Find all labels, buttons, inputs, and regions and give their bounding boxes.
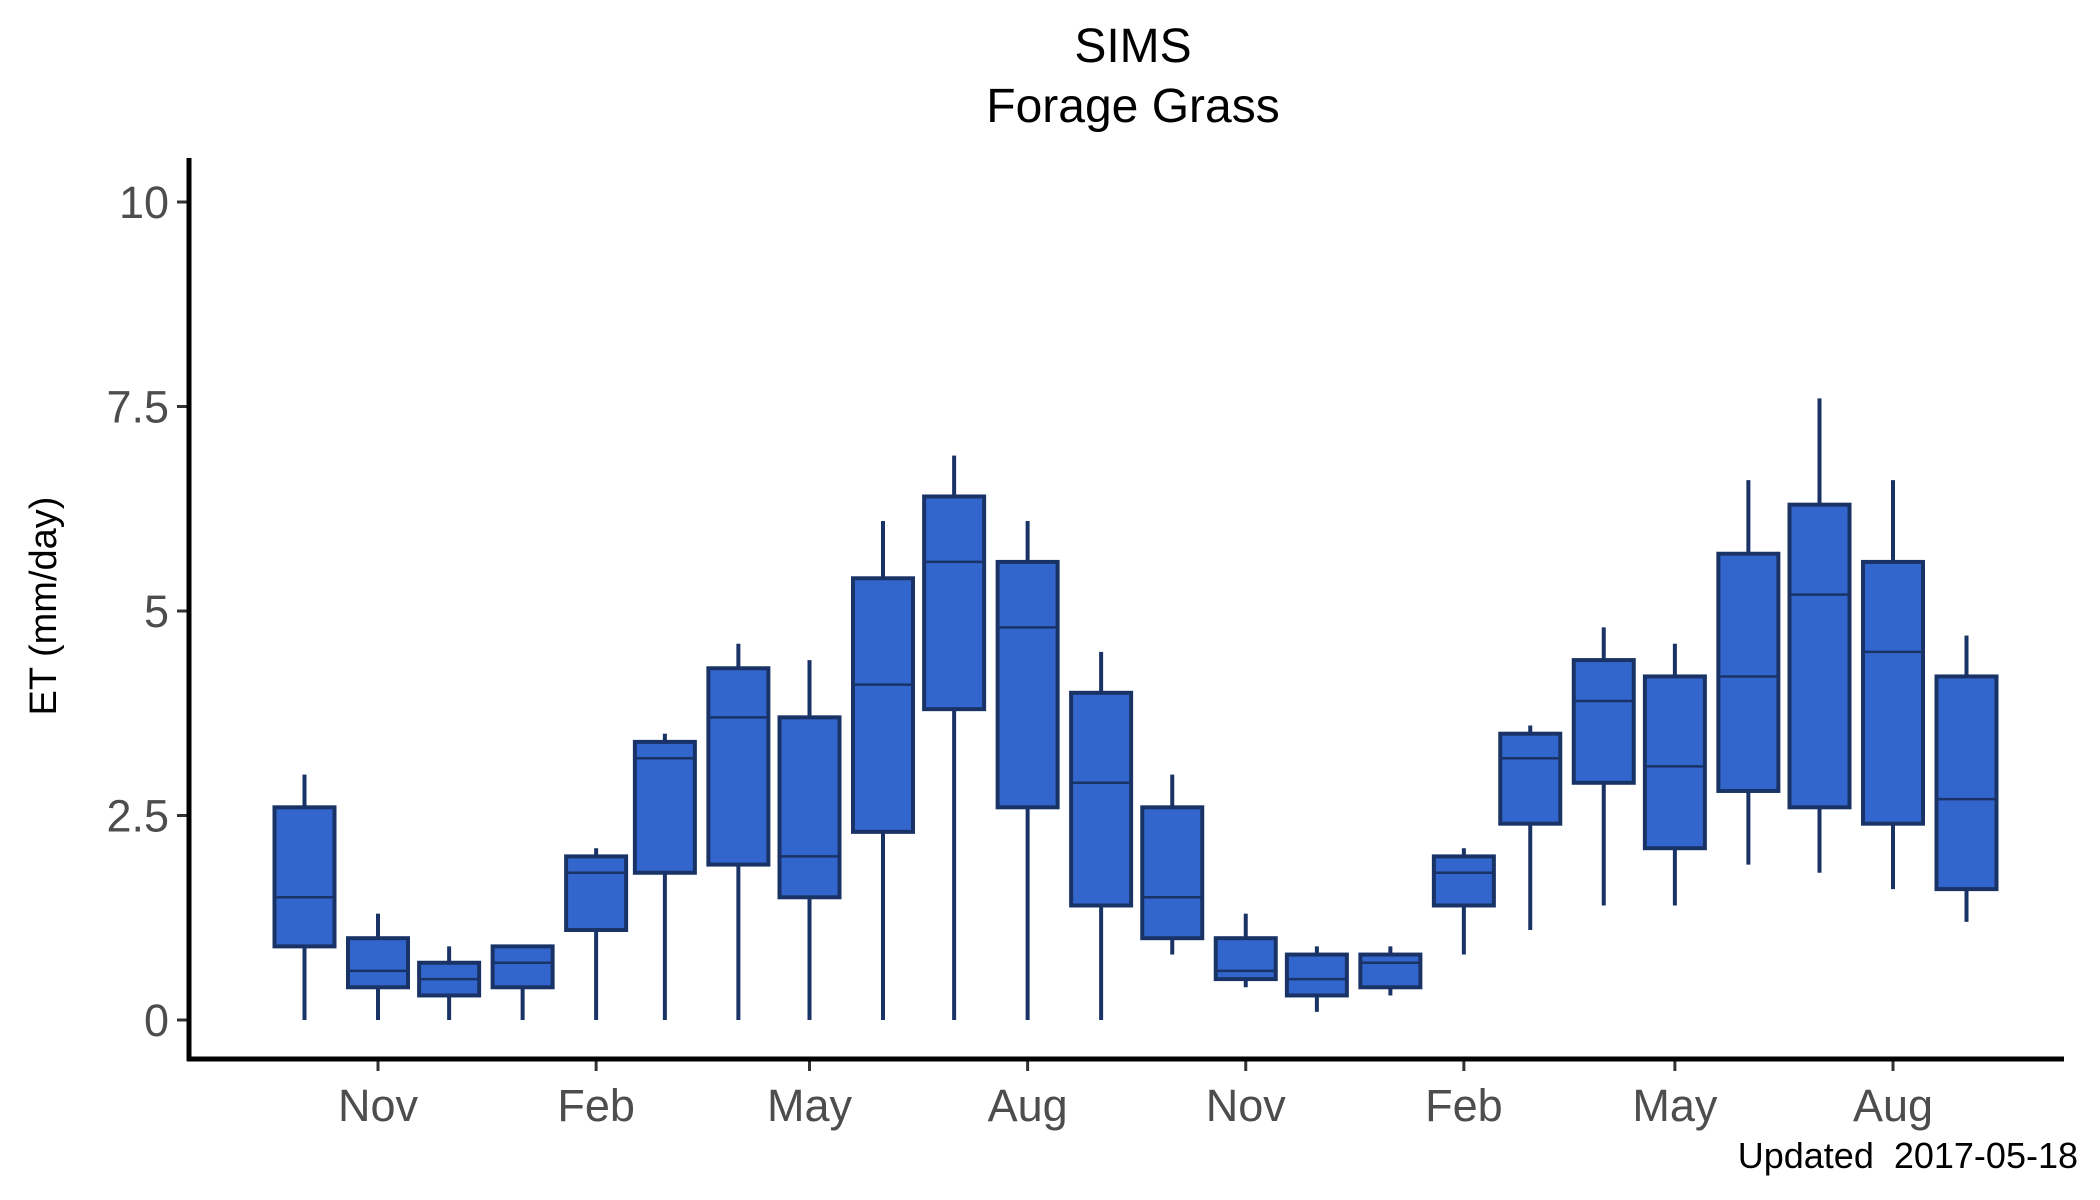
box-iqr bbox=[1716, 551, 1781, 793]
box-2017-07-01 bbox=[1787, 398, 1852, 873]
box-2016-07-01 bbox=[922, 455, 987, 1020]
box-2017-08-01 bbox=[1861, 480, 1925, 890]
box-iqr bbox=[995, 559, 1060, 810]
x-tick-label: Feb bbox=[557, 1080, 635, 1131]
box-iqr bbox=[490, 944, 555, 990]
box-iqr bbox=[1498, 731, 1563, 826]
box-iqr bbox=[851, 576, 915, 834]
box-iqr bbox=[777, 715, 842, 900]
box-iqr bbox=[564, 854, 629, 933]
box-2016-04-01 bbox=[706, 643, 771, 1020]
box-2015-12-01 bbox=[417, 946, 482, 1020]
x-tick-label: Aug bbox=[988, 1080, 1068, 1131]
box-2017-09-01 bbox=[1934, 635, 1999, 922]
box-iqr bbox=[1571, 658, 1636, 785]
box-2015-11-01 bbox=[346, 913, 410, 1020]
box-2016-11-01 bbox=[1213, 913, 1278, 988]
y-tick-label: 2.5 bbox=[106, 791, 169, 842]
box-iqr bbox=[1284, 952, 1349, 998]
x-axis-ticks: Nov Feb May Aug Nov Feb May Aug bbox=[338, 1059, 1933, 1131]
box-2017-01-01 bbox=[1358, 946, 1423, 996]
box-iqr bbox=[346, 936, 410, 990]
x-tick-label: May bbox=[1632, 1080, 1718, 1131]
box-iqr bbox=[632, 739, 697, 875]
box-2015-10-01 bbox=[272, 774, 337, 1020]
box-iqr bbox=[1140, 805, 1205, 941]
box-iqr bbox=[922, 494, 987, 712]
box-series bbox=[272, 398, 1999, 1020]
box-iqr bbox=[1934, 674, 1999, 892]
box-iqr bbox=[1358, 952, 1423, 990]
x-tick-label: May bbox=[767, 1080, 853, 1131]
x-tick-label: Nov bbox=[338, 1080, 419, 1131]
box-2016-02-01 bbox=[564, 848, 629, 1020]
box-iqr bbox=[1069, 690, 1134, 908]
box-2016-03-01 bbox=[632, 733, 697, 1020]
box-iqr bbox=[272, 805, 337, 949]
box-2016-09-01 bbox=[1069, 651, 1134, 1020]
x-tick-label: Aug bbox=[1853, 1080, 1933, 1131]
y-tick-label: 7.5 bbox=[106, 382, 169, 433]
box-2017-06-01 bbox=[1716, 480, 1781, 865]
y-tick-label: 10 bbox=[119, 177, 169, 228]
y-tick-label: 5 bbox=[144, 586, 169, 637]
box-iqr bbox=[1431, 854, 1496, 908]
updated-caption: Updated 2017-05-18 bbox=[1738, 1135, 2078, 1176]
box-2017-05-01 bbox=[1642, 643, 1707, 906]
x-tick-label: Feb bbox=[1425, 1080, 1503, 1131]
box-iqr bbox=[1642, 674, 1707, 851]
box-2017-02-01 bbox=[1431, 848, 1496, 955]
y-tick-label: 0 bbox=[144, 995, 169, 1046]
box-iqr bbox=[1861, 559, 1925, 826]
y-axis-ticks: 0 2.5 5 7.5 10 bbox=[106, 177, 189, 1046]
box-2016-10-01 bbox=[1140, 774, 1205, 955]
box-2016-01-01 bbox=[490, 944, 555, 1020]
box-iqr bbox=[1787, 502, 1852, 810]
y-axis-label: ET (mm/day) bbox=[23, 497, 65, 716]
box-2017-03-01 bbox=[1498, 725, 1563, 931]
x-tick-label: Nov bbox=[1206, 1080, 1287, 1131]
box-2016-06-01 bbox=[851, 521, 915, 1020]
box-iqr bbox=[706, 666, 771, 867]
box-2016-05-01 bbox=[777, 660, 842, 1020]
chart-title: SIMS bbox=[1074, 20, 1191, 73]
box-2017-04-01 bbox=[1571, 627, 1636, 906]
chart-subtitle: Forage Grass bbox=[986, 80, 1279, 133]
box-2016-12-01 bbox=[1284, 946, 1349, 1012]
box-2016-08-01 bbox=[995, 521, 1060, 1020]
box-iqr bbox=[1213, 936, 1278, 982]
